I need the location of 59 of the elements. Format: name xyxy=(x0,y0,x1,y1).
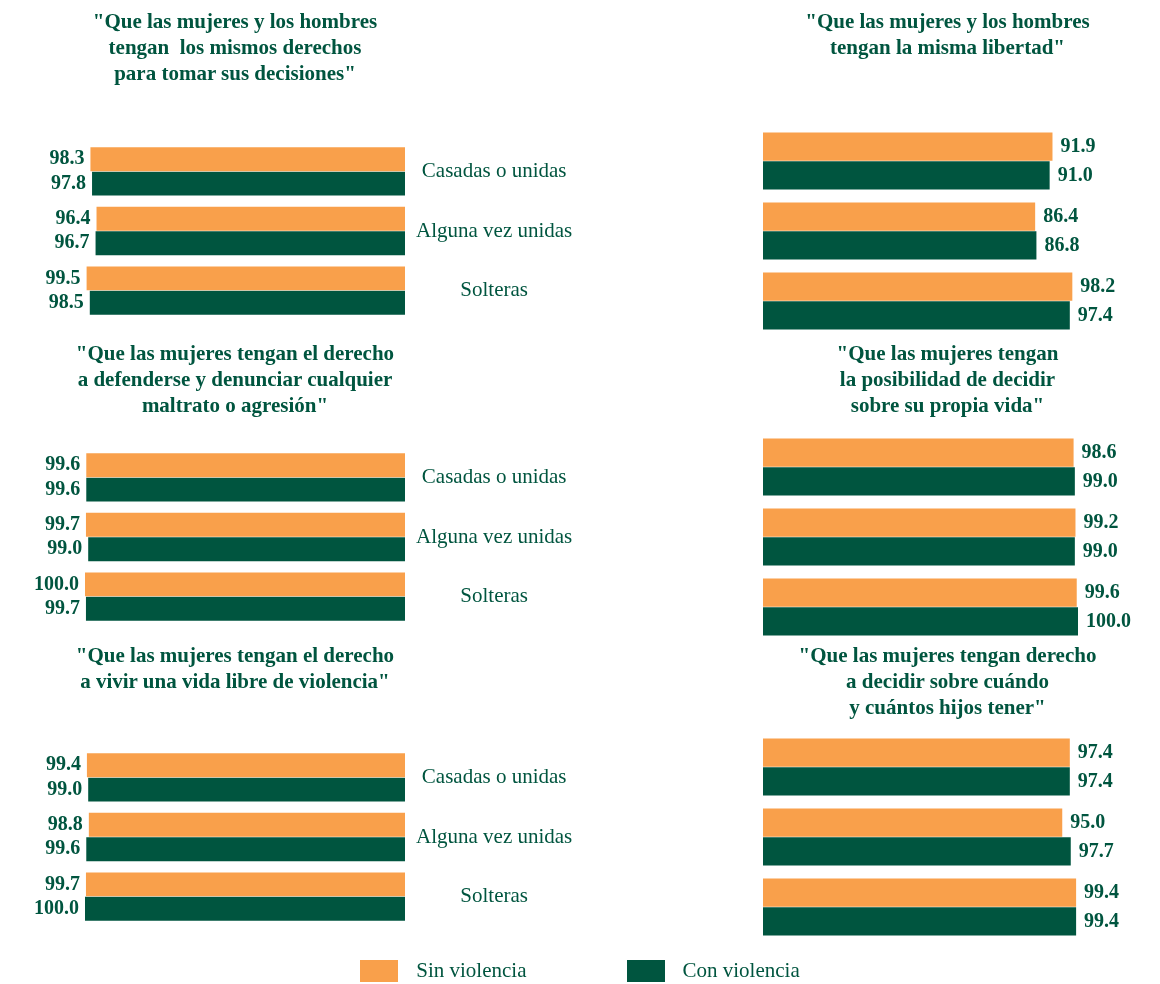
data-label: 100.0 xyxy=(34,895,79,918)
data-label: 99.6 xyxy=(1084,579,1120,602)
data-label: 99.4 xyxy=(45,752,81,775)
chart-title: "Que las mujeres y los hombres tengan los mismos derechos para tomar sus decisiones" xyxy=(91,8,379,87)
data-label: 97.4 xyxy=(1077,302,1113,325)
data-label: 99.0 xyxy=(47,536,83,559)
y-tick-label: Solteras xyxy=(460,883,528,908)
y-tick-label: Solteras xyxy=(460,583,528,608)
data-label: 98.2 xyxy=(1080,273,1116,296)
chart-title: "Que las mujeres tengan el derecho a defenderse y denunciar cualquier maltrato o agresión" xyxy=(74,340,396,419)
y-tick-label: Alguna vez unidas xyxy=(416,823,573,848)
data-label: 97.7 xyxy=(1078,838,1114,861)
data-label: 99.6 xyxy=(45,476,81,499)
data-label: 99.0 xyxy=(1082,468,1118,491)
y-tick-label: Alguna vez unidas xyxy=(416,217,573,242)
data-label: 98.8 xyxy=(47,811,83,834)
chart-title: "Que las mujeres tengan derecho a decidir sobre cuándo y cuántos hijos tener" xyxy=(797,642,1098,721)
data-label: 97.4 xyxy=(1077,768,1113,791)
data-label: 91.9 xyxy=(1060,133,1096,156)
data-label: 100.0 xyxy=(1086,608,1131,631)
data-label: 99.7 xyxy=(44,871,80,894)
data-label: 99.2 xyxy=(1083,509,1119,532)
data-label: 99.7 xyxy=(44,511,80,534)
data-label: 99.5 xyxy=(45,265,81,288)
data-label: 99.0 xyxy=(47,776,83,799)
legend-label: Sin violencia xyxy=(416,958,527,983)
legend-label: Con violencia xyxy=(682,958,800,983)
y-tick-label: Casadas o unidas xyxy=(421,463,567,488)
y-tick-label: Casadas o unidas xyxy=(421,763,567,788)
y-tick-label: Solteras xyxy=(460,277,528,302)
y-tick-label: Casadas o unidas xyxy=(421,157,567,182)
data-label: 100.0 xyxy=(34,571,79,594)
bar xyxy=(763,202,1036,231)
bar xyxy=(763,301,1070,330)
bar xyxy=(763,231,1037,260)
data-label: 99.4 xyxy=(1084,908,1120,931)
data-label: 91.0 xyxy=(1057,162,1093,185)
chart-title: "Que las mujeres tengan la posibilidad de decidir sobre su propia vida" xyxy=(835,340,1060,419)
bar xyxy=(763,272,1073,301)
data-label: 86.4 xyxy=(1043,203,1079,226)
data-label: 96.7 xyxy=(54,230,90,253)
data-label: 99.6 xyxy=(45,836,81,859)
data-label: 98.6 xyxy=(1081,439,1117,462)
data-label: 98.3 xyxy=(49,146,85,169)
data-label: 98.5 xyxy=(48,289,84,312)
bar xyxy=(763,132,1053,161)
chart-title: "Que las mujeres y los hombres tengan la misma libertad" xyxy=(804,8,1091,61)
data-label: 99.6 xyxy=(45,452,81,475)
data-label: 99.7 xyxy=(44,595,80,618)
chart-title: "Que las mujeres tengan el derecho a vivir una vida libre de violencia" xyxy=(74,642,396,695)
data-label: 99.0 xyxy=(1082,538,1118,561)
data-label: 95.0 xyxy=(1070,809,1106,832)
y-tick-label: Alguna vez unidas xyxy=(416,523,573,548)
data-label: 96.4 xyxy=(55,205,91,228)
data-label: 99.4 xyxy=(1084,879,1120,902)
bar xyxy=(763,161,1050,190)
data-label: 86.8 xyxy=(1044,232,1080,255)
data-label: 97.8 xyxy=(51,170,87,193)
data-label: 97.4 xyxy=(1077,739,1113,762)
